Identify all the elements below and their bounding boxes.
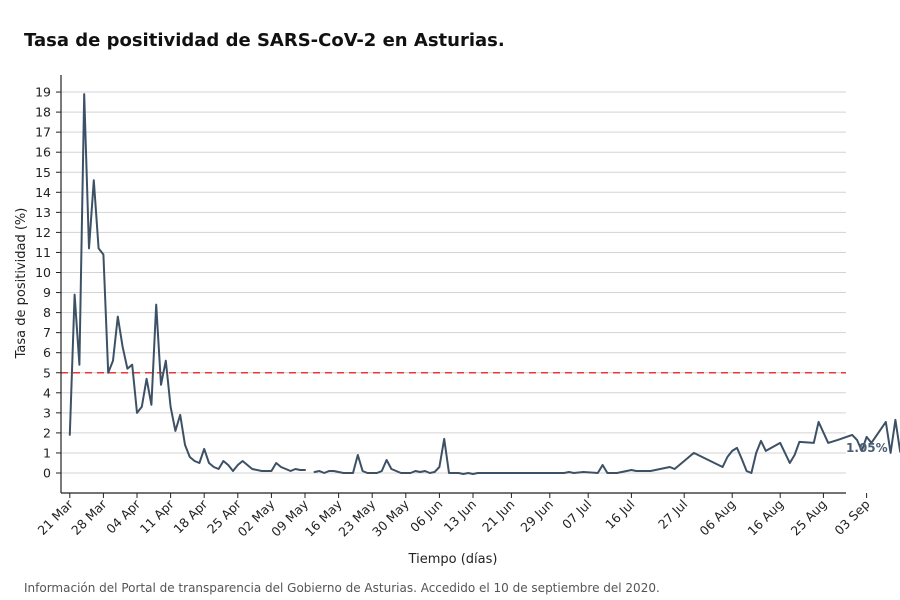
x-tick-label: 21 Mar	[35, 496, 77, 538]
chart-title: Tasa de positividad de SARS-CoV-2 en Ast…	[24, 30, 505, 51]
x-tick-label: 16 Aug	[744, 497, 786, 539]
x-tick-label: 06 Jun	[407, 497, 445, 535]
y-tick-label: 13	[35, 205, 51, 220]
y-tick-label: 10	[35, 265, 51, 280]
y-tick-label: 9	[43, 285, 51, 300]
grid-layer	[61, 91, 846, 474]
chart-footnote: Información del Portal de transparencia …	[24, 581, 660, 595]
y-tick-label: 5	[43, 365, 51, 380]
x-tick-label: 16 Jul	[602, 497, 637, 532]
x-tick-label: 07 Jul	[559, 497, 594, 532]
x-tick-label: 28 Mar	[68, 496, 110, 538]
x-tick-label: 03 Sep	[831, 496, 872, 537]
y-tick-label: 3	[43, 405, 51, 420]
y-tick-label: 0	[43, 466, 51, 481]
y-tick-label: 6	[43, 345, 51, 360]
x-tick-label: 18 Apr	[170, 496, 211, 537]
y-tick-label: 7	[43, 325, 51, 340]
x-tick-label: 27 Jul	[655, 497, 690, 532]
y-tick-label: 15	[35, 165, 51, 180]
x-tick-label: 30 May	[369, 496, 412, 539]
y-tick-label: 19	[35, 85, 51, 100]
x-tick-label: 13 Jun	[441, 497, 479, 535]
y-axis-label: Tasa de positividad (%)	[14, 208, 29, 360]
series-layer	[68, 93, 900, 475]
x-axis-label: Tiempo (días)	[408, 552, 498, 567]
series-line	[313, 418, 900, 475]
x-tick-label: 11 Apr	[137, 496, 178, 537]
y-tick-label: 4	[43, 385, 51, 400]
series-line	[68, 93, 306, 472]
y-tick-label: 12	[35, 225, 51, 240]
x-tick-label: 06 Aug	[696, 497, 738, 539]
y-tick-label: 18	[35, 105, 51, 120]
y-tick-label: 16	[35, 145, 51, 160]
x-tick-label: 21 Jun	[479, 497, 517, 535]
y-tick-label: 8	[43, 305, 51, 320]
y-tick-label: 17	[35, 125, 51, 140]
y-tick-label: 14	[35, 185, 51, 200]
x-tick-label: 29 Jun	[517, 497, 555, 535]
y-tick-label: 2	[43, 425, 51, 440]
y-tick-label: 11	[35, 245, 51, 260]
end-value-label: 1.05%	[846, 441, 888, 455]
y-tick-label: 1	[43, 445, 51, 460]
x-tick-label: 04 Apr	[103, 496, 144, 537]
x-tick-label: 25 Aug	[788, 497, 830, 539]
